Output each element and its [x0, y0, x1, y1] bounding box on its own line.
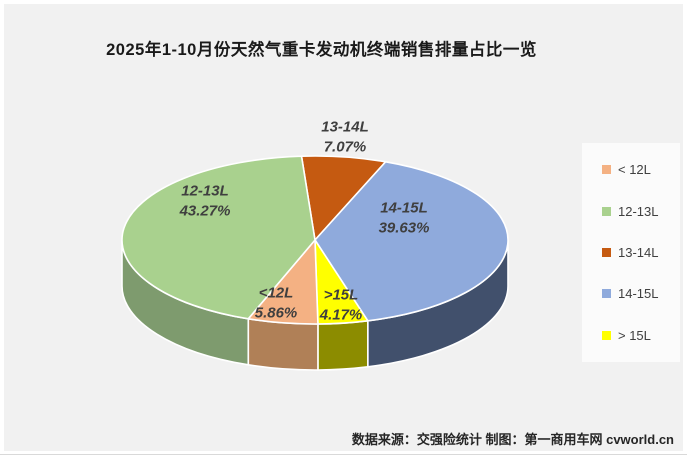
pie-label-lt12l: <12L 5.86% [255, 284, 298, 323]
legend-label: < 12L [618, 162, 651, 178]
pie-label-name: 14-15L [380, 199, 428, 217]
legend-item-gt15l: > 15L [602, 328, 680, 343]
legend-item-12-13l: 12-13L [602, 204, 680, 219]
legend-item-lt12l: < 12L [602, 162, 680, 177]
legend-label: 12-13L [618, 203, 659, 219]
legend: < 12L 12-13L 13-14L 14-15L > 15L [582, 143, 680, 362]
pie-label-gt15l: >15L 4.17% [320, 286, 363, 325]
bottom-divider [0, 454, 687, 455]
pie-label-percent: 4.17% [319, 306, 363, 323]
pie-label-percent: 5.86% [254, 304, 298, 321]
legend-swatch-icon [602, 206, 611, 216]
pie-slice-12-13L [121, 155, 316, 320]
legend-swatch-icon [602, 330, 611, 340]
pie-label-name: 12-13L [181, 182, 229, 200]
pie-label-name: 13-14L [321, 118, 369, 136]
pie-label-name: <12L [258, 284, 294, 302]
pie-label-14-15l: 14-15L 39.63% [379, 199, 430, 238]
legend-label: 13-14L [618, 244, 659, 260]
pie-slice-side [247, 317, 319, 371]
pie-label-percent: 7.07% [323, 138, 367, 155]
pie-label-percent: 43.27% [179, 202, 231, 219]
pie-label-percent: 39.63% [378, 219, 430, 236]
pie-slice-14-15L [314, 161, 509, 322]
legend-swatch-icon [602, 247, 611, 257]
pie-slice-side [317, 319, 369, 371]
legend-swatch-icon [602, 165, 611, 175]
legend-swatch-icon [602, 289, 611, 299]
page-title: 2025年1-10月份天然气重卡发动机终端销售排量占比一览 [106, 41, 537, 59]
legend-item-13-14l: 13-14L [602, 245, 680, 260]
pie-label-13-14l: 13-14L 7.07% [321, 118, 369, 157]
pie-label-name: >15L [323, 286, 359, 304]
legend-label: 14-15L [618, 286, 659, 302]
data-source-note: 数据来源：交强险统计 制图：第一商用车网 cvworld.cn [351, 432, 674, 447]
pie-label-12-13l: 12-13L 43.27% [180, 182, 231, 221]
legend-item-14-15l: 14-15L [602, 286, 680, 301]
legend-label: > 15L [618, 327, 651, 343]
